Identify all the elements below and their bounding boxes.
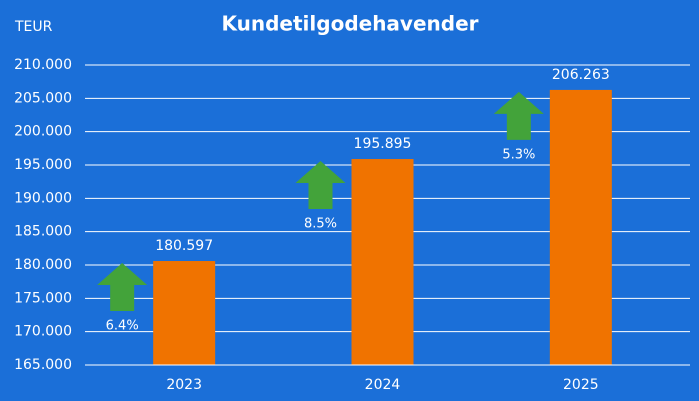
- y-tick-label: 175.000: [14, 290, 72, 306]
- y-tick-label: 200.000: [14, 124, 72, 140]
- value-label: 195.895: [354, 136, 412, 152]
- y-tick-label: 185.000: [14, 224, 72, 240]
- growth-arrow: [295, 161, 346, 210]
- growth-label: 6.4%: [106, 319, 139, 334]
- value-label: 206.263: [552, 67, 610, 83]
- growth-arrow: [97, 263, 148, 312]
- y-tick-label: 205.000: [14, 90, 72, 106]
- y-tick-label: 190.000: [14, 190, 72, 206]
- growth-label: 5.3%: [502, 147, 535, 162]
- x-tick-label: 2023: [166, 377, 202, 393]
- y-tick-label: 210.000: [14, 57, 72, 73]
- y-tick-label: 180.000: [14, 257, 72, 273]
- y-tick-label: 195.000: [14, 157, 72, 173]
- growth-label: 8.5%: [304, 217, 337, 232]
- y-tick-label: 170.000: [14, 324, 72, 340]
- y-tick-label: 165.000: [14, 357, 72, 373]
- value-label: 180.597: [155, 238, 213, 254]
- x-tick-label: 2025: [563, 377, 599, 393]
- growth-arrow: [493, 91, 544, 140]
- bar: [351, 159, 414, 365]
- x-tick-label: 2024: [365, 377, 401, 393]
- y-axis-label: TEUR: [14, 19, 53, 35]
- chart-title: Kundetilgodehavender: [221, 12, 478, 36]
- bar: [153, 261, 216, 365]
- bar: [549, 89, 612, 365]
